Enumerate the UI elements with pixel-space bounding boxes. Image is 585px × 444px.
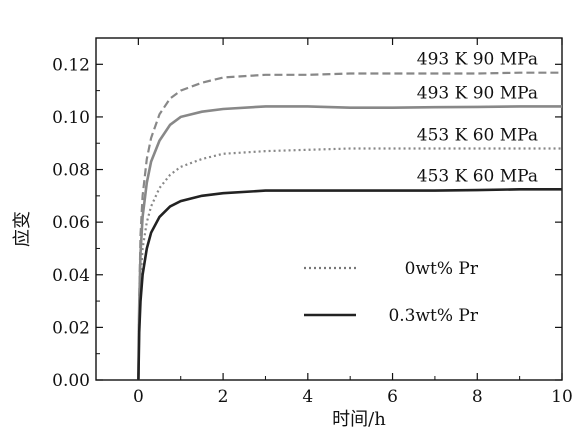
y-tick-label: 0.04 <box>52 266 90 286</box>
y-tick-label: 0.12 <box>52 55 90 75</box>
legend-label-1: 0wt% Pr <box>405 259 479 279</box>
plot-layer <box>95 37 563 381</box>
y-tick-label: 0.00 <box>52 371 90 391</box>
x-tick-label: 8 <box>472 387 483 407</box>
legend-label-2: 0.3wt% Pr <box>388 306 478 326</box>
x-tick-label: 10 <box>551 387 573 407</box>
x-tick-label: 6 <box>387 387 398 407</box>
series-condition-label-3: 453 K 60 MPa <box>417 125 538 145</box>
x-tick-label: 2 <box>218 387 229 407</box>
axis-text-layer: 0 2 4 6 8 10 0.00 0.02 0.04 0.06 0.08 0.10 0.12 时间/h 应… <box>12 55 573 430</box>
x-tick-label: 0 <box>133 387 144 407</box>
series-line-3 <box>137 147 562 381</box>
x-axis-label: 时间/h <box>332 409 386 430</box>
plot-frame <box>95 37 563 381</box>
series-line-1 <box>137 71 562 381</box>
series-condition-label-2: 493 K 90 MPa <box>417 83 538 103</box>
y-tick-label: 0.02 <box>52 318 90 338</box>
series-condition-label-1: 493 K 90 MPa <box>417 50 538 70</box>
y-tick-label: 0.06 <box>52 213 90 233</box>
y-axis-label: 应变 <box>12 211 33 247</box>
series-line-4 <box>137 188 562 381</box>
annotation-layer: 493 K 90 MPa 493 K 90 MPa 453 K 60 MPa 453 … <box>417 50 538 187</box>
legend: 0wt% Pr 0.3wt% Pr <box>304 259 479 326</box>
series-line-2 <box>137 105 562 381</box>
x-tick-label: 4 <box>302 387 313 407</box>
y-tick-label: 0.08 <box>52 161 90 181</box>
series-layer <box>137 71 562 381</box>
y-tick-label: 0.10 <box>52 108 90 128</box>
series-condition-label-4: 453 K 60 MPa <box>417 166 538 186</box>
